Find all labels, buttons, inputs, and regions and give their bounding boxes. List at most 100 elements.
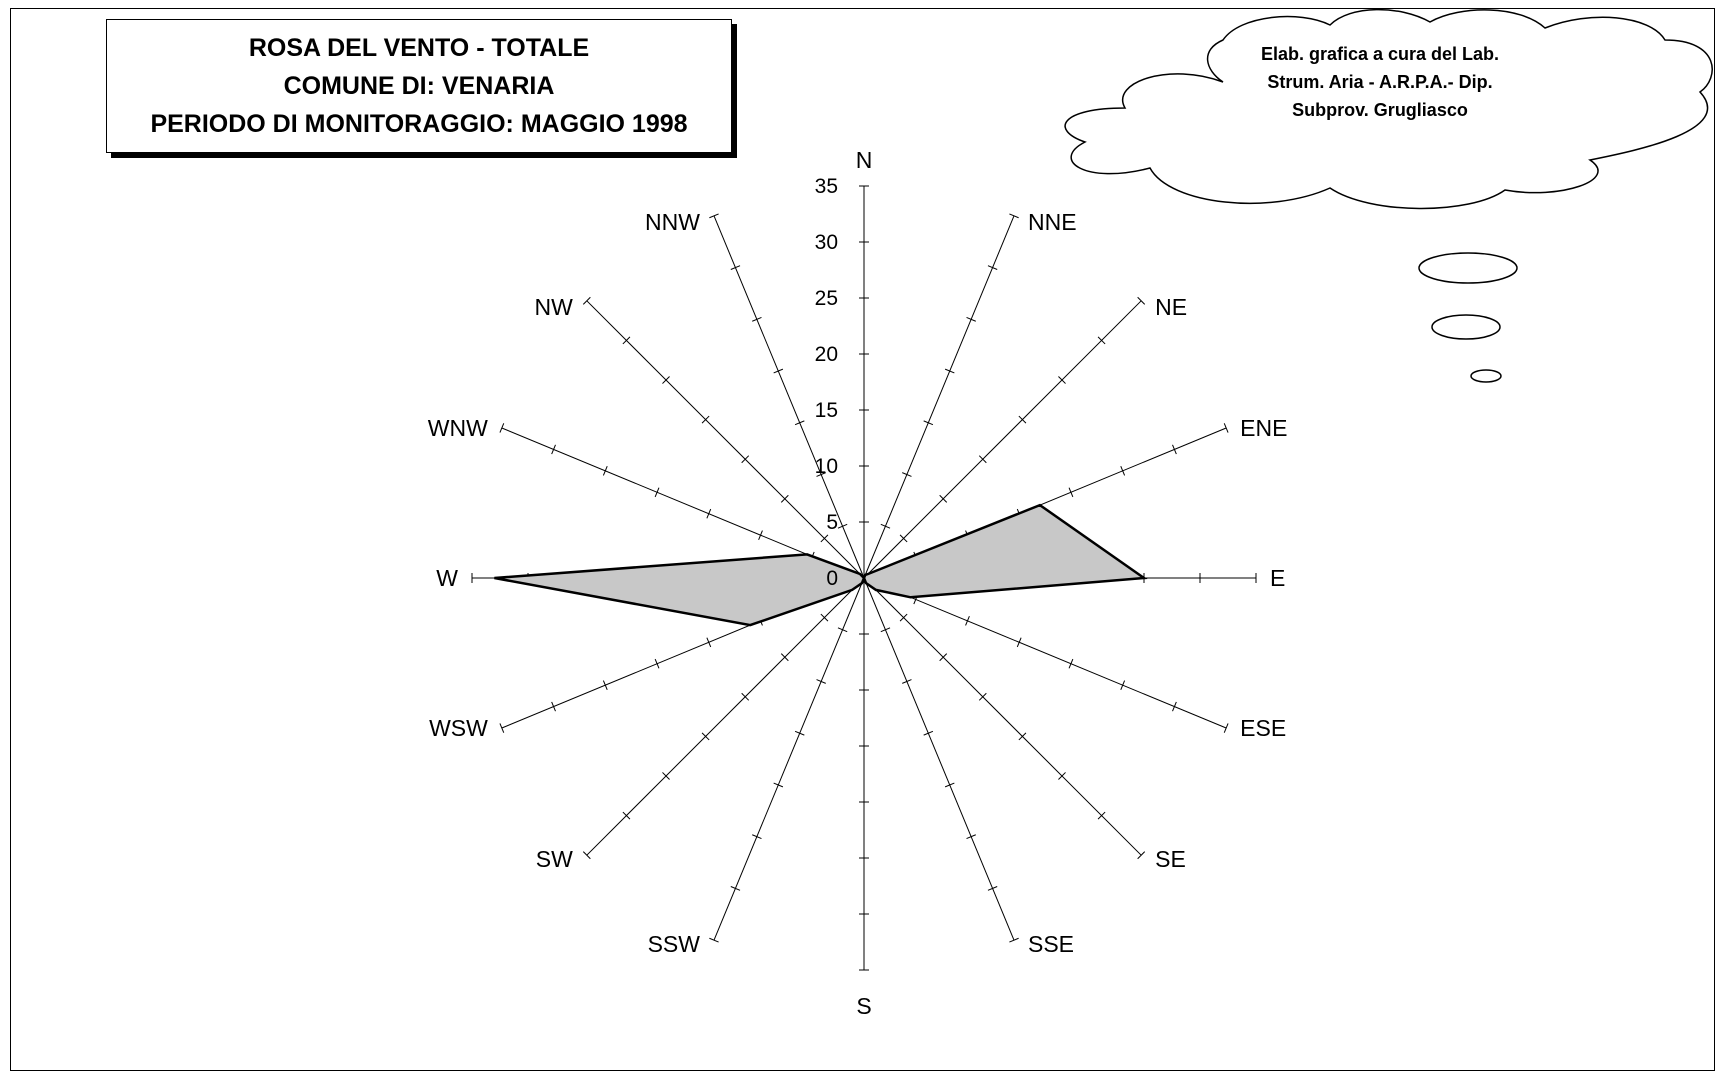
tick-nw-20 [701,415,710,424]
credit-line-3: Subprov. Grugliasco [1292,100,1468,120]
direction-label-ne: NE [1155,294,1187,320]
thought-cloud-shape [1064,8,1713,210]
tick-nnw-35 [709,213,719,219]
tick-nne-30 [987,265,998,270]
tick-sse-5 [880,627,891,633]
radial-tick-label-5: 5 [826,511,838,534]
radial-tick-label-0: 0 [826,567,838,590]
tick-ssw-15 [794,730,805,736]
radial-tick-label-20: 20 [815,343,838,366]
direction-label-se: SE [1155,846,1186,872]
tick-nw-30 [622,336,631,345]
radial-tick-label-15: 15 [815,399,838,422]
tick-sw-15 [741,692,750,701]
tick-sw-10 [780,653,789,662]
credit-line-1: Elab. grafica a cura del Lab. [1260,44,1500,64]
tick-ene-35 [1223,423,1229,433]
tick-ene-30 [1172,444,1177,455]
tick-se-15 [978,692,987,701]
tick-sw-5 [820,613,829,622]
axis-nw [586,300,865,579]
tick-ne-15 [978,455,987,464]
axis-se [863,577,1142,856]
tick-nw-35 [582,296,591,305]
tick-nw-15 [741,455,750,464]
tick-wnw-15 [706,508,712,519]
tick-wnw-20 [654,487,660,498]
tick-nne-20 [944,368,955,374]
tick-se-5 [899,613,908,622]
tick-nne-25 [966,316,976,322]
tick-nne-5 [880,523,891,529]
tick-nnw-15 [794,420,805,426]
thought-bubble-large [1418,252,1518,284]
title-line-2: COMUNE DI: VENARIA [283,72,555,100]
direction-label-w: W [436,565,458,591]
tick-ese-10 [965,616,970,626]
tick-sw-25 [662,772,670,780]
chart-frame [10,8,1715,1071]
tick-ssw-10 [816,679,826,684]
tick-ne-30 [1097,336,1106,345]
tick-se-25 [1058,772,1066,780]
tick-nnw-5 [837,523,848,529]
tick-wnw-30 [551,444,556,455]
tick-ne-10 [939,494,948,503]
tick-sse-35 [1009,937,1019,943]
tick-nnw-10 [816,472,826,477]
axis-sse [863,577,1015,941]
data-layer [494,503,1148,627]
labels-layer: N NNE NE ENE E ESE SE SSE S SSW SW WSW W WNW NW NNW [428,147,1288,1019]
axis-ne [863,300,1142,579]
tick-sw-35 [582,851,591,860]
title-line-3: PERIODO DI MONITORAGGIO: MAGGIO 1998 [150,110,688,138]
tick-ese-15 [1016,637,1022,648]
axis-ese [863,577,1227,729]
tick-wsw-30 [551,701,556,712]
tick-ese-25 [1120,680,1126,690]
tick-wsw-15 [706,637,712,648]
chart-title-box: ROSA DEL VENTO - TOTALE COMUNE DI: VENAR… [106,19,732,153]
tick-sse-15 [923,730,934,736]
axis-sw [586,577,865,856]
tick-nw-25 [662,376,670,384]
tick-wsw-25 [602,680,608,690]
thought-bubble-small [1470,369,1502,383]
direction-label-ese: ESE [1240,715,1286,741]
tick-sw-30 [622,811,631,820]
tick-ssw-25 [752,834,762,840]
tick-ssw-20 [773,782,784,788]
tick-se-30 [1097,811,1106,820]
tick-se-20 [1018,732,1027,741]
radial-tick-label-25: 25 [815,287,838,310]
tick-se-35 [1137,851,1146,860]
tick-ene-20 [1068,487,1074,498]
tick-nnw-20 [773,368,784,374]
axis-nne [863,215,1015,579]
axis-nnw [713,215,865,579]
radial-ticks-layer: 0 5 10 15 20 25 30 35 [815,175,838,590]
radial-tick-label-10: 10 [815,455,838,478]
radial-tick-label-30: 30 [815,231,838,254]
direction-label-s: S [856,993,871,1019]
credit-line-2: Strum. Aria - A.R.P.A.- Dip. [1267,72,1493,92]
tick-wsw-20 [654,658,660,669]
axis-wnw [501,427,865,579]
direction-label-ssw: SSW [648,931,701,957]
tick-ssw-5 [837,627,848,633]
tick-ssw-35 [709,937,719,943]
direction-label-wsw: WSW [429,715,488,741]
tick-nw-5 [820,534,829,543]
tick-nne-10 [902,472,912,477]
direction-label-sw: SW [536,846,573,872]
direction-label-nne: NNE [1028,209,1077,235]
direction-label-ene: ENE [1240,415,1287,441]
tick-sse-30 [987,886,998,891]
direction-label-nnw: NNW [645,209,700,235]
direction-label-e: E [1270,565,1285,591]
tick-ssw-30 [730,886,741,891]
radial-tick-label-35: 35 [815,175,838,198]
tick-ne-20 [1018,415,1027,424]
tick-nnw-30 [730,265,741,270]
tick-nne-35 [1009,213,1019,219]
